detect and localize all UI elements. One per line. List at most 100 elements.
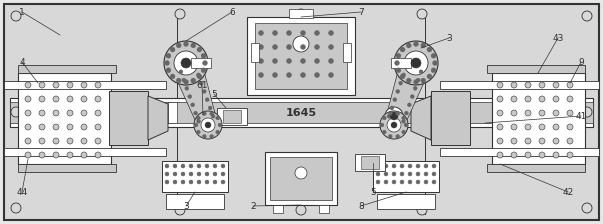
Circle shape: [511, 96, 517, 102]
Circle shape: [95, 152, 101, 158]
Circle shape: [376, 180, 380, 184]
Circle shape: [497, 124, 503, 130]
Bar: [162, 161, 228, 192]
Bar: [166, 194, 224, 209]
Circle shape: [259, 58, 264, 63]
Circle shape: [194, 111, 198, 115]
Circle shape: [396, 53, 401, 58]
Circle shape: [175, 9, 185, 19]
Circle shape: [382, 130, 387, 134]
Circle shape: [387, 114, 391, 118]
Bar: [251, 43, 259, 62]
Circle shape: [205, 164, 209, 168]
Circle shape: [11, 107, 21, 117]
Circle shape: [315, 30, 320, 35]
Circle shape: [67, 152, 73, 158]
Circle shape: [404, 123, 408, 127]
Circle shape: [170, 47, 175, 52]
Circle shape: [400, 180, 404, 184]
Circle shape: [300, 45, 306, 50]
Circle shape: [194, 65, 197, 69]
Circle shape: [216, 130, 219, 134]
Circle shape: [39, 138, 45, 144]
Circle shape: [273, 73, 277, 78]
Circle shape: [416, 180, 420, 184]
Circle shape: [205, 98, 209, 102]
Text: 9: 9: [578, 58, 584, 67]
Bar: [109, 91, 148, 145]
Circle shape: [200, 81, 203, 85]
Bar: [247, 17, 355, 95]
Circle shape: [174, 51, 198, 75]
Circle shape: [376, 164, 380, 168]
Circle shape: [421, 78, 426, 83]
Circle shape: [567, 138, 573, 144]
Circle shape: [165, 180, 169, 184]
Circle shape: [197, 164, 201, 168]
Circle shape: [380, 123, 384, 127]
Circle shape: [53, 110, 59, 116]
Circle shape: [553, 138, 559, 144]
Circle shape: [432, 164, 436, 168]
Circle shape: [399, 81, 403, 85]
Circle shape: [402, 119, 405, 123]
Bar: [4, 81, 166, 89]
Circle shape: [201, 53, 206, 58]
Circle shape: [273, 45, 277, 50]
Circle shape: [173, 164, 177, 168]
Circle shape: [81, 138, 87, 144]
Bar: [18, 164, 116, 172]
Text: 42: 42: [563, 187, 573, 196]
Circle shape: [567, 110, 573, 116]
Circle shape: [53, 152, 59, 158]
Bar: [355, 154, 385, 171]
Circle shape: [53, 138, 59, 144]
Text: 41: 41: [575, 112, 587, 121]
Circle shape: [567, 82, 573, 88]
Circle shape: [170, 74, 175, 79]
Circle shape: [81, 110, 87, 116]
Circle shape: [191, 43, 196, 48]
Circle shape: [39, 96, 45, 102]
Circle shape: [189, 164, 193, 168]
Circle shape: [11, 11, 21, 21]
Bar: [440, 81, 599, 89]
Circle shape: [25, 152, 31, 158]
Bar: [4, 148, 166, 156]
Circle shape: [525, 110, 531, 116]
Circle shape: [396, 68, 401, 73]
Circle shape: [53, 124, 59, 130]
Circle shape: [67, 124, 73, 130]
Circle shape: [11, 203, 21, 213]
Circle shape: [197, 119, 201, 123]
Circle shape: [417, 9, 427, 19]
Circle shape: [183, 80, 189, 84]
Circle shape: [553, 152, 559, 158]
Circle shape: [286, 58, 291, 63]
Bar: [425, 102, 431, 123]
Circle shape: [164, 41, 208, 85]
Circle shape: [427, 47, 432, 52]
Circle shape: [525, 152, 531, 158]
Bar: [273, 205, 283, 213]
Circle shape: [382, 116, 387, 120]
Circle shape: [416, 78, 420, 82]
Circle shape: [95, 110, 101, 116]
Circle shape: [539, 110, 545, 116]
Circle shape: [384, 164, 388, 168]
Circle shape: [407, 103, 411, 107]
Bar: [343, 43, 351, 62]
Circle shape: [213, 180, 217, 184]
Circle shape: [511, 152, 517, 158]
Circle shape: [81, 124, 87, 130]
Circle shape: [400, 47, 405, 52]
Circle shape: [295, 167, 307, 179]
Circle shape: [396, 112, 400, 116]
Circle shape: [197, 130, 200, 134]
Circle shape: [296, 9, 306, 19]
Circle shape: [400, 172, 404, 176]
Circle shape: [413, 86, 417, 90]
Circle shape: [188, 95, 192, 99]
Circle shape: [81, 152, 87, 158]
Circle shape: [216, 116, 219, 120]
